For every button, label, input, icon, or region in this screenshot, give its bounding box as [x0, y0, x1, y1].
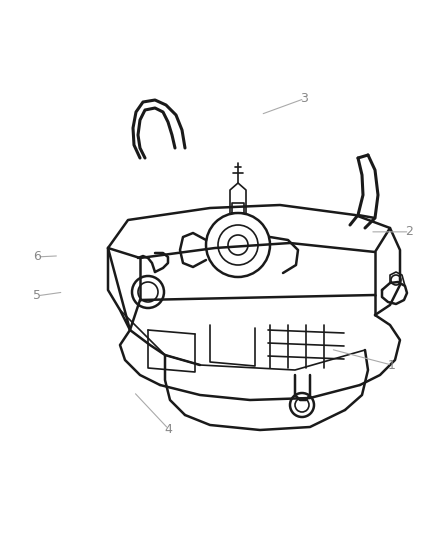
Text: 5: 5 — [33, 289, 41, 302]
Text: 4: 4 — [165, 423, 173, 435]
Text: 6: 6 — [33, 251, 41, 263]
Text: 3: 3 — [300, 92, 308, 105]
Text: 2: 2 — [406, 225, 413, 238]
Text: 1: 1 — [388, 359, 396, 372]
